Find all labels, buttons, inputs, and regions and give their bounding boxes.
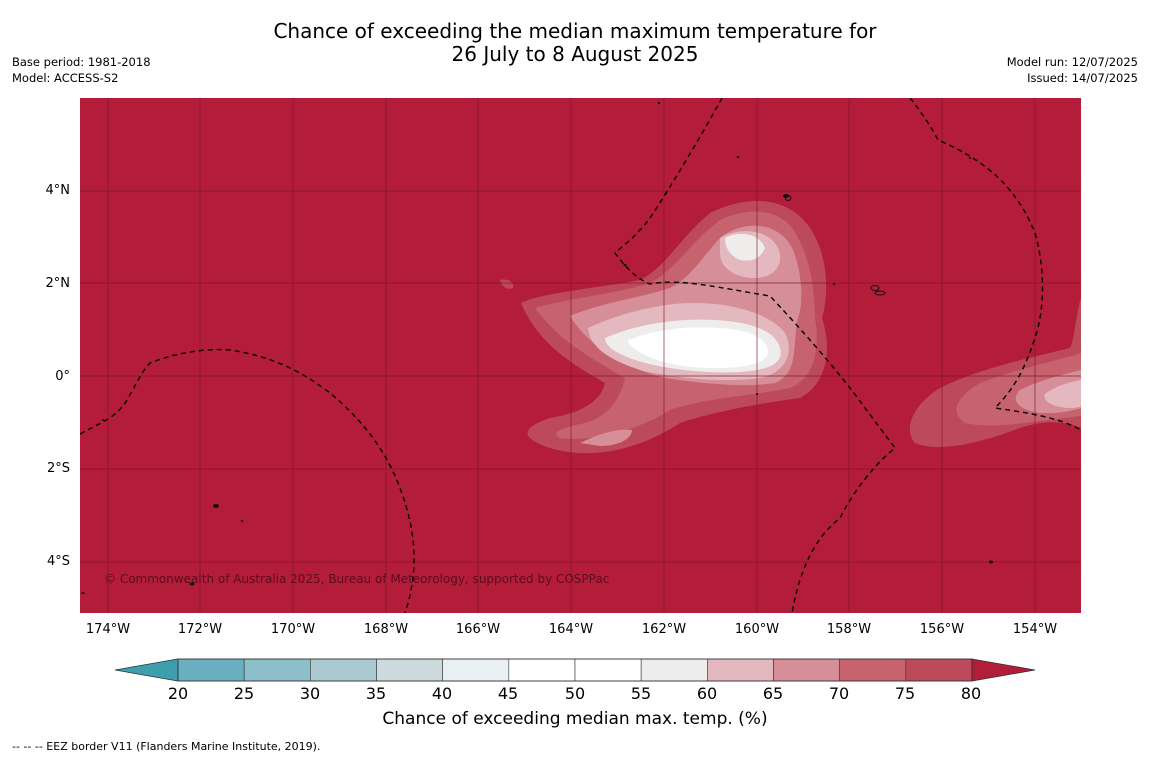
- lon-label-166w: 166°W: [455, 622, 501, 637]
- lon-label-156w: 156°W: [919, 622, 965, 637]
- lat-label-2s: 2°S: [46, 461, 70, 476]
- colorbar-label: Chance of exceeding median max. temp. (%…: [382, 709, 768, 729]
- colorbar-tick-75: 75: [894, 684, 916, 703]
- lon-label-170w: 170°W: [270, 622, 316, 637]
- colorbar-segments: [177, 658, 973, 682]
- east-anomaly-patch: [909, 298, 1081, 448]
- colorbar-tick-45: 45: [497, 684, 519, 703]
- lat-label-4n: 4°N: [45, 183, 71, 198]
- colorbar-segment: [773, 658, 840, 682]
- lon-label-164w: 164°W: [548, 622, 594, 637]
- forecast-map: © Commonwealth of Australia 2025, Bureau…: [80, 98, 1081, 613]
- colorbar-segment: [574, 658, 642, 682]
- meta-left: Base period: 1981-2018 Model: ACCESS-S2: [12, 54, 151, 86]
- colorbar-tick-60: 60: [696, 684, 718, 703]
- lat-label-0: 0°: [55, 369, 70, 384]
- colorbar-tick-30: 30: [299, 684, 321, 703]
- base-period-text: Base period: 1981-2018: [12, 55, 151, 69]
- model-text: Model: ACCESS-S2: [12, 71, 119, 85]
- colorbar-segment: [839, 658, 907, 682]
- colorbar-tick-50: 50: [564, 684, 586, 703]
- lon-label-172w: 172°W: [177, 622, 223, 637]
- colorbar-segment: [243, 658, 311, 682]
- issued-text: Issued: 14/07/2025: [1027, 71, 1138, 85]
- copyright-text: © Commonwealth of Australia 2025, Bureau…: [104, 572, 609, 586]
- lat-label-4s: 4°S: [46, 554, 70, 569]
- colorbar-segment: [442, 658, 510, 682]
- lon-label-158w: 158°W: [826, 622, 872, 637]
- colorbar-high-extend: [971, 658, 1036, 682]
- lon-label-160w: 160°W: [734, 622, 780, 637]
- colorbar-low-extend: [114, 658, 179, 682]
- lon-label-154w: 154°W: [1012, 622, 1058, 637]
- chart-title-line-2: 26 July to 8 August 2025: [451, 42, 699, 66]
- colorbar-tick-35: 35: [365, 684, 387, 703]
- colorbar-tick-70: 70: [828, 684, 850, 703]
- colorbar-segment: [640, 658, 708, 682]
- colorbar-tick-65: 65: [762, 684, 784, 703]
- graticule: [80, 98, 1081, 613]
- islands: [81, 102, 993, 594]
- lon-label-174w: 174°W: [85, 622, 131, 637]
- chart-title-line-1: Chance of exceeding the median maximum t…: [273, 19, 877, 43]
- eez-footnote: -- -- -- EEZ border V11 (Flanders Marine…: [12, 740, 321, 753]
- colorbar-segment: [376, 658, 443, 682]
- central-anomaly-patch: [500, 201, 827, 454]
- colorbar: [114, 658, 1036, 682]
- lat-label-2n: 2°N: [45, 276, 71, 291]
- model-run-text: Model run: 12/07/2025: [1006, 55, 1138, 69]
- lon-label-168w: 168°W: [363, 622, 409, 637]
- colorbar-segment: [177, 658, 245, 682]
- colorbar-tick-25: 25: [233, 684, 255, 703]
- colorbar-segment: [508, 658, 576, 682]
- colorbar-segment: [707, 658, 774, 682]
- eez-borders: [80, 98, 1081, 613]
- colorbar-tick-40: 40: [431, 684, 453, 703]
- colorbar-tick-55: 55: [630, 684, 652, 703]
- colorbar-tick-20: 20: [167, 684, 189, 703]
- lon-label-162w: 162°W: [641, 622, 687, 637]
- colorbar-segment: [310, 658, 377, 682]
- colorbar-tick-80: 80: [960, 684, 982, 703]
- meta-right: Model run: 12/07/2025 Issued: 14/07/2025: [1007, 54, 1138, 86]
- colorbar-segment: [905, 658, 973, 682]
